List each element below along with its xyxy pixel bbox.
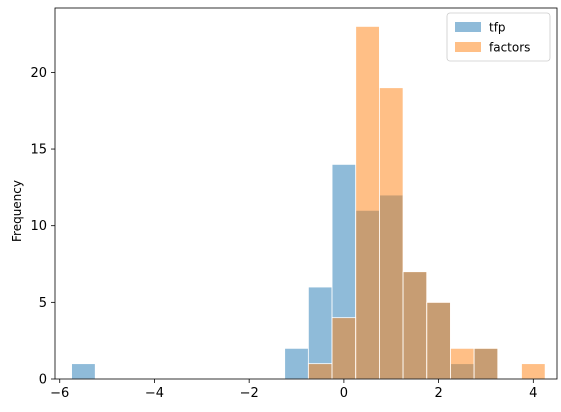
y-tick-label: 10: [30, 219, 47, 234]
y-tick-label: 20: [30, 66, 47, 81]
bar-factors-8: [521, 363, 546, 380]
x-tick-label: 0: [340, 386, 348, 401]
x-tick-label: 2: [434, 386, 442, 401]
x-tick-label: −6: [50, 386, 69, 401]
x-tick-label: −2: [240, 386, 259, 401]
y-axis-label: Frequency: [10, 180, 24, 242]
legend-swatch-tfp: [455, 22, 481, 32]
bar-tfp-1: [284, 347, 309, 380]
bar-tfp-0: [71, 363, 96, 380]
legend-swatch-factors: [455, 42, 481, 52]
y-tick-label: 15: [30, 143, 47, 158]
axes-layer: −6 −4 −2 0 2 4 0 5 10 15 20: [30, 7, 558, 401]
x-tick-label: −4: [145, 386, 164, 401]
plot-frame: [54, 7, 558, 380]
y-tick-label: 5: [39, 296, 47, 311]
bar-factors-2: [355, 25, 380, 380]
legend-label-tfp: tfp: [489, 21, 506, 35]
bar-factors-1: [331, 317, 357, 380]
bar-factors-7: [473, 347, 499, 380]
x-tick-label: 4: [529, 386, 537, 401]
bar-factors-3: [379, 87, 404, 380]
bar-factors-6: [450, 347, 475, 380]
legend: tfp factors: [446, 12, 551, 62]
bar-factors-4: [402, 271, 428, 380]
y-tick-label: 0: [39, 373, 47, 388]
bar-factors-0: [307, 363, 333, 380]
bars-layer: [71, 25, 546, 380]
bar-factors-5: [426, 301, 451, 380]
legend-label-factors: factors: [489, 41, 530, 55]
